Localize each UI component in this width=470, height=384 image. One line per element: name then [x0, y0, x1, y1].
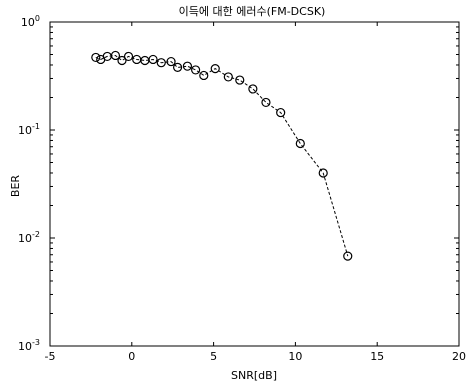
data-point [261, 97, 271, 108]
data-point [110, 50, 121, 61]
x-tick-label: 15 [370, 350, 384, 363]
series-line [95, 54, 349, 257]
data-point [318, 168, 328, 178]
x-tick-label: -5 [45, 350, 56, 363]
plot-area [49, 21, 460, 347]
y-axis-label: BER [9, 175, 22, 197]
x-tick-label: 20 [452, 350, 466, 363]
data-point [156, 58, 166, 68]
data-point [235, 75, 245, 85]
series-layer [91, 50, 353, 261]
y-tick-label: 10-2 [18, 230, 40, 245]
data-point [343, 251, 353, 261]
ticks-layer [49, 21, 460, 347]
data-point [148, 54, 158, 65]
data-point [117, 55, 127, 66]
data-point [123, 51, 134, 62]
data-point [295, 138, 305, 149]
x-tick-label: 10 [288, 350, 302, 363]
data-point [210, 64, 220, 74]
data-point [91, 52, 101, 63]
data-point [191, 65, 201, 75]
data-point [199, 70, 209, 81]
x-axis-label: SNR[dB] [231, 369, 277, 382]
chart-title: 이득에 대한 에러수(FM-DCSK) [179, 5, 326, 18]
y-tick-label: 100 [21, 14, 40, 29]
data-point [173, 62, 183, 72]
data-point [223, 72, 233, 82]
x-tick-label: 5 [210, 350, 217, 363]
data-point [182, 61, 193, 71]
data-point [166, 56, 176, 67]
y-tick-label: 10-3 [18, 338, 40, 353]
data-point [276, 107, 286, 118]
data-point [248, 84, 258, 94]
x-tick-label: 0 [128, 350, 135, 363]
tick-labels-layer: -5 0 5 10 15 20 100 10-1 10-2 10-3 [18, 14, 466, 363]
y-tick-label: 10-1 [18, 122, 40, 137]
